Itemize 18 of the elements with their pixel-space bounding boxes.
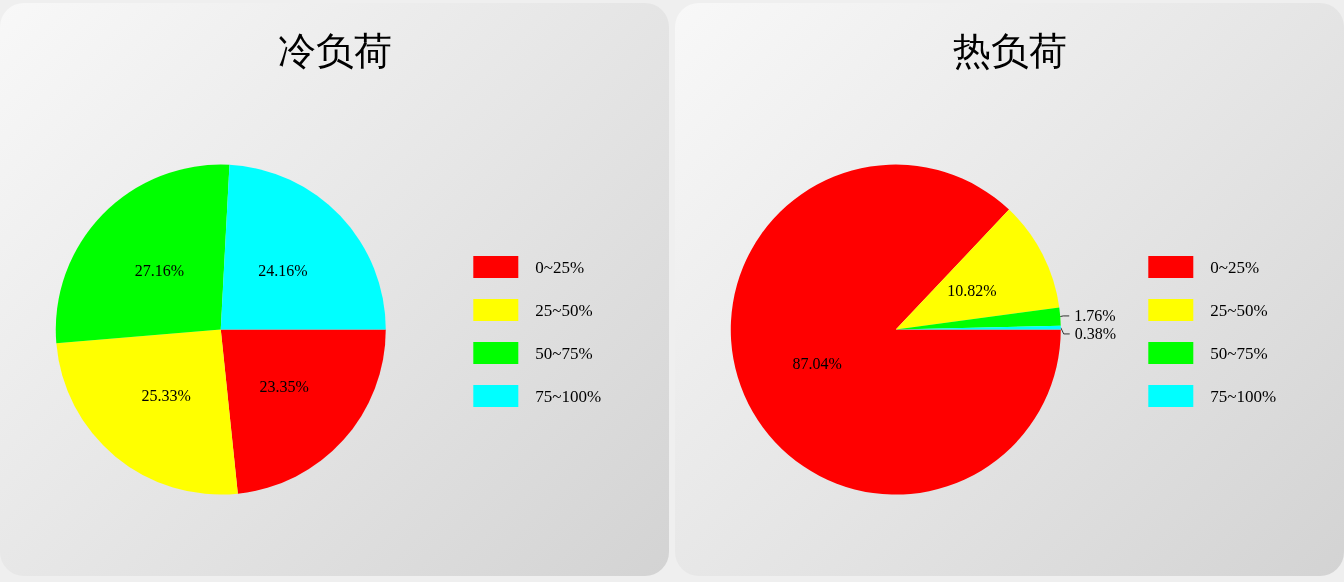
data-label: 25.33%: [141, 386, 191, 404]
data-label: 87.04%: [792, 354, 842, 372]
legend-label: 25~50%: [1210, 300, 1268, 320]
legend-label: 0~25%: [1210, 257, 1260, 277]
chart-title: 热负荷: [952, 30, 1067, 72]
data-label: 0.38%: [1074, 325, 1117, 343]
data-label: 24.16%: [258, 262, 308, 280]
data-label: 27.16%: [134, 261, 185, 279]
legend-label: 25~50%: [535, 300, 593, 320]
data-label: 23.35%: [259, 378, 309, 396]
legend-label: 0~25%: [535, 257, 585, 277]
data-label: 10.82%: [947, 282, 997, 300]
legend-label: 50~75%: [1210, 343, 1268, 363]
chart-title: 冷负荷: [277, 30, 392, 72]
data-label: 1.76%: [1074, 307, 1116, 325]
legend-label: 75~100%: [535, 386, 602, 406]
legend-label: 75~100%: [1210, 386, 1277, 406]
legend-label: 50~75%: [535, 343, 593, 363]
